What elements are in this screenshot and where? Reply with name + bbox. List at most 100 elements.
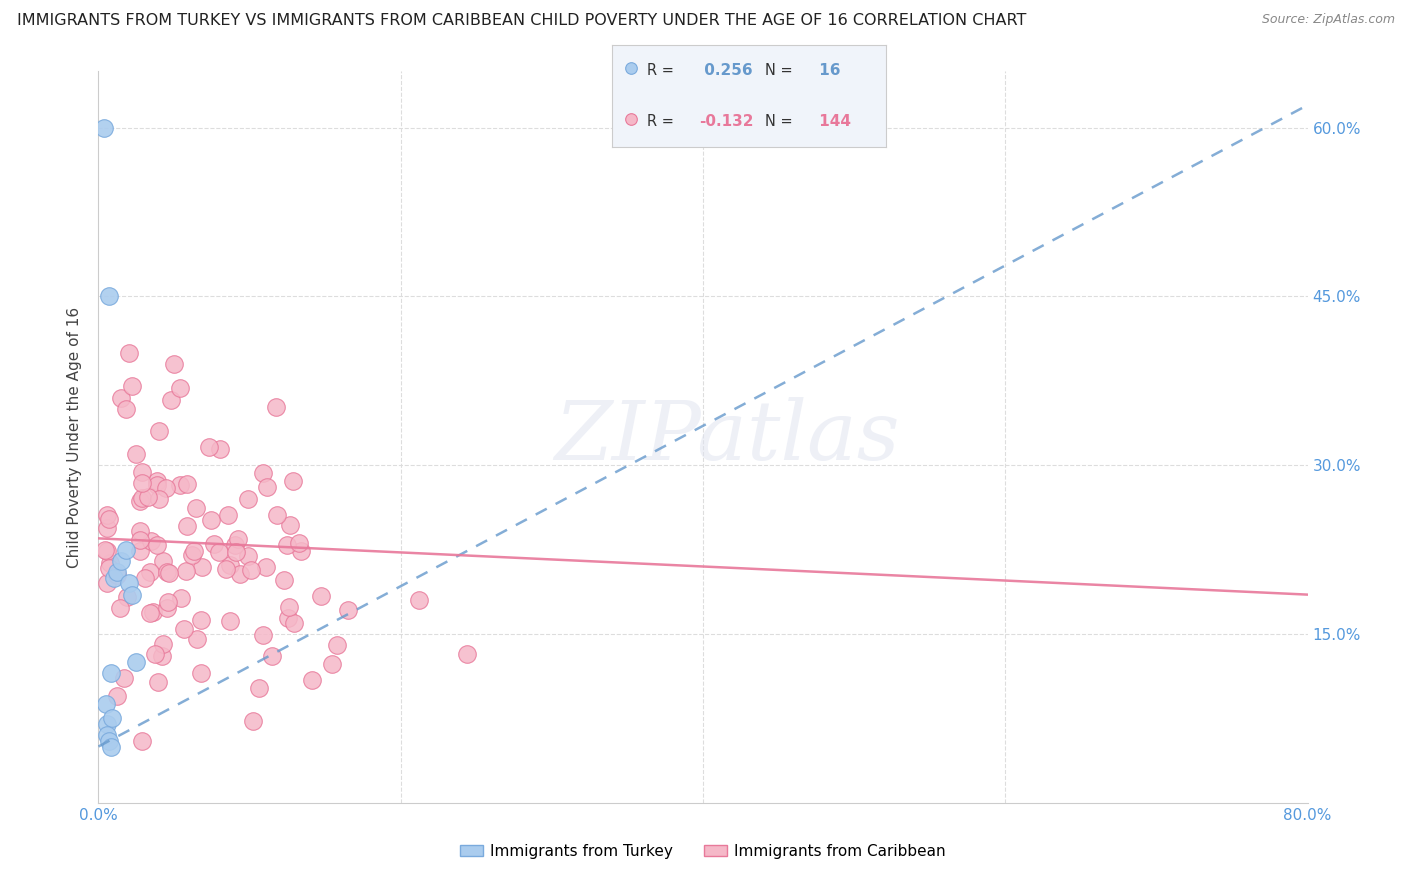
Point [152,554,174,568]
Point [620,61,643,75]
Point [156,566,179,580]
Point [217,508,239,522]
Point [456,648,478,662]
Point [186,632,208,647]
Text: 0.256: 0.256 [699,62,754,78]
Point [242,714,264,728]
Point [105,565,128,579]
Point [236,549,259,564]
Point [326,638,349,652]
Point [96,728,118,742]
Point [142,605,165,619]
Point [110,391,132,405]
Point [262,649,284,664]
Point [148,674,170,689]
Point [209,442,232,457]
Point [129,524,152,539]
Point [93,120,115,135]
Text: R =: R = [647,62,679,78]
Text: N =: N = [765,62,797,78]
Point [155,481,177,495]
Point [100,739,122,754]
Point [283,615,305,630]
Point [176,518,198,533]
Point [134,571,156,585]
Point [96,543,118,558]
Point [146,538,169,552]
Point [198,440,221,454]
Point [191,560,214,574]
Point [277,611,299,625]
Point [224,538,246,552]
Point [218,614,240,628]
Point [252,628,274,642]
Point [208,544,231,558]
Point [96,521,118,535]
Point [309,589,332,603]
Point [247,681,270,695]
Point [157,566,180,580]
Point [266,508,288,522]
Point [114,401,136,416]
Point [94,697,117,711]
Point [226,533,249,547]
Point [273,573,295,587]
Point [240,563,263,577]
Point [156,600,179,615]
Point [131,733,153,747]
Point [148,491,170,506]
Point [146,478,169,492]
Text: ZIPatlas: ZIPatlas [554,397,900,477]
Point [218,558,240,572]
Point [143,647,166,661]
Point [620,112,643,127]
Point [98,560,121,574]
Point [98,512,121,526]
Point [200,513,222,527]
Point [112,671,135,685]
Point [108,601,131,615]
Point [176,477,198,491]
Point [281,475,304,489]
Point [163,357,186,371]
Text: N =: N = [765,114,797,129]
Point [408,593,430,607]
Point [181,548,204,562]
Point [174,564,197,578]
Point [184,501,207,516]
Point [238,492,260,507]
Point [152,637,174,651]
Point [131,475,153,490]
Point [170,591,193,606]
Point [105,689,128,703]
Point [129,543,152,558]
Text: IMMIGRANTS FROM TURKEY VS IMMIGRANTS FROM CARIBBEAN CHILD POVERTY UNDER THE AGE : IMMIGRANTS FROM TURKEY VS IMMIGRANTS FRO… [17,13,1026,29]
Text: R =: R = [647,114,679,129]
Point [169,478,191,492]
Y-axis label: Child Poverty Under the Age of 16: Child Poverty Under the Age of 16 [67,307,83,567]
Point [96,717,118,731]
Point [183,544,205,558]
Point [190,666,212,681]
Point [114,542,136,557]
Point [101,711,124,725]
Point [290,543,312,558]
Point [190,613,212,627]
Point [139,533,162,548]
Text: 144: 144 [814,114,852,129]
Point [202,537,225,551]
Point [100,666,122,681]
Point [105,568,128,582]
Point [96,576,118,591]
Point [98,289,121,303]
Point [157,595,180,609]
Point [160,392,183,407]
Point [139,606,162,620]
Point [118,345,141,359]
Point [169,381,191,395]
Point [148,425,170,439]
Point [103,571,125,585]
Point [229,567,252,582]
Point [125,447,148,461]
Point [136,490,159,504]
